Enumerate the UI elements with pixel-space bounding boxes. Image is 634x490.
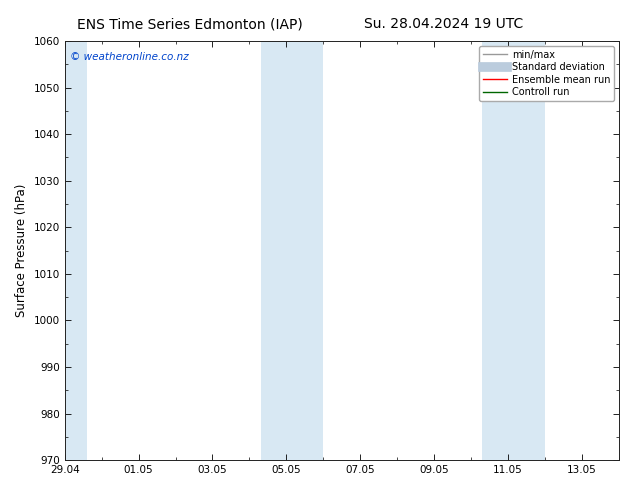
Text: ENS Time Series Edmonton (IAP): ENS Time Series Edmonton (IAP) — [77, 17, 303, 31]
Bar — [261, 41, 287, 460]
Bar — [508, 41, 545, 460]
Y-axis label: Surface Pressure (hPa): Surface Pressure (hPa) — [15, 184, 28, 318]
Bar — [482, 41, 508, 460]
Bar — [287, 41, 323, 460]
Bar — [65, 41, 87, 460]
Text: Su. 28.04.2024 19 UTC: Su. 28.04.2024 19 UTC — [364, 17, 524, 31]
Legend: min/max, Standard deviation, Ensemble mean run, Controll run: min/max, Standard deviation, Ensemble me… — [479, 46, 614, 101]
Text: © weatheronline.co.nz: © weatheronline.co.nz — [70, 51, 189, 62]
